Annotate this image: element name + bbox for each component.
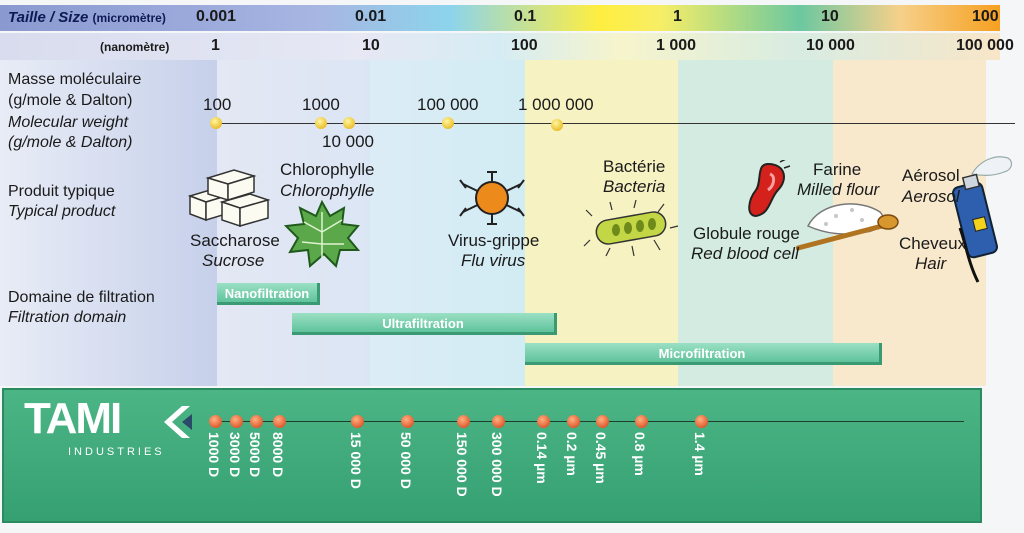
rating-dot-0	[209, 415, 222, 428]
sugar-cubes-icon	[188, 169, 271, 228]
flour-spoon-icon	[796, 203, 899, 251]
product-label-fr: Produit typique	[8, 183, 115, 200]
domain-label-fr: Domaine de filtration	[8, 289, 155, 306]
brand-chevron-icon	[164, 406, 192, 438]
bacteria-icon	[583, 200, 679, 257]
chlorophyll-label-en: Chlorophylle	[280, 181, 375, 200]
leaf-icon	[284, 199, 361, 268]
mw-label-fr-2: (g/mole & Dalton)	[8, 92, 133, 109]
mw-label-100: 100	[203, 95, 232, 114]
aerosol-label-en: Aerosol	[902, 187, 960, 206]
sucrose-label-fr: Saccharose	[190, 231, 280, 250]
size-label: Taille / Size (micromètre)	[8, 9, 166, 26]
mw-label-1000: 1000	[302, 95, 340, 114]
band-green	[678, 60, 833, 386]
microfiltration-bar: Microfiltration	[525, 343, 882, 365]
micro-tick-2: 0.1	[514, 8, 537, 25]
flour-label-en: Milled flour	[797, 180, 880, 199]
blood-cell-label-fr: Globule rouge	[693, 224, 800, 243]
rating-axis-line	[212, 421, 964, 422]
rating-label-1-4um: 1.4 µm	[692, 432, 708, 476]
hair-label-en: Hair	[915, 254, 947, 273]
rating-dot-4	[351, 415, 364, 428]
virus-label-fr: Virus-grippe	[448, 231, 540, 250]
virus-icon	[459, 171, 525, 225]
micro-tick-0: 0.001	[196, 8, 237, 25]
rating-dot-8	[537, 415, 550, 428]
rating-label-1000d: 1000 D	[206, 432, 222, 478]
rating-dot-12	[695, 415, 708, 428]
aerosol-can-icon	[952, 156, 1013, 259]
rating-label-150000d: 150 000 D	[454, 432, 470, 497]
mw-label-100000: 100 000	[417, 95, 479, 114]
rating-label-50000d: 50 000 D	[398, 432, 414, 489]
mw-label-en-2: (g/mole & Dalton)	[8, 134, 133, 151]
rating-dot-11	[635, 415, 648, 428]
nano-tick-4: 10 000	[806, 37, 855, 54]
rating-label-3000d: 3000 D	[227, 432, 243, 478]
virus-label-en: Flu virus	[461, 251, 526, 270]
nanometer-scale-bar	[0, 33, 1000, 60]
mw-label-fr-1: Masse moléculaire	[8, 71, 142, 88]
rating-dot-3	[273, 415, 286, 428]
rating-label-0-14um: 0.14 µm	[534, 432, 550, 484]
nanometer-label: (nanomètre)	[100, 40, 170, 54]
mw-label-10000: 10 000	[322, 132, 374, 151]
rating-label-15000d: 15 000 D	[348, 432, 364, 489]
red-blood-cell-icon	[748, 160, 791, 218]
rating-label-5000d: 5000 D	[247, 432, 263, 478]
sucrose-label-en: Sucrose	[202, 251, 265, 270]
micro-tick-5: 100	[972, 8, 999, 25]
nano-tick-2: 100	[511, 37, 538, 54]
rating-label-0-2um: 0.2 µm	[564, 432, 580, 476]
rating-dot-9	[567, 415, 580, 428]
mw-axis-line	[215, 123, 1015, 124]
mw-dot-10000	[343, 117, 355, 129]
mw-dot-100	[210, 117, 222, 129]
micrometer-scale-bar	[0, 5, 1000, 31]
mw-dot-1000000	[551, 119, 563, 131]
mw-label-1000000: 1 000 000	[518, 95, 594, 114]
bacteria-label-en: Bacteria	[603, 177, 666, 196]
rating-dot-1	[230, 415, 243, 428]
rating-dot-2	[250, 415, 263, 428]
brand-logo: TAMI	[24, 394, 122, 443]
tami-rating-panel	[2, 388, 982, 523]
rating-dot-10	[596, 415, 609, 428]
blood-cell-label-en: Red blood cell	[691, 244, 799, 263]
nano-tick-0: 1	[211, 37, 220, 54]
product-label-en: Typical product	[8, 203, 116, 220]
hair-label-fr: Cheveux	[899, 234, 967, 253]
flour-label-fr: Farine	[813, 160, 862, 179]
rating-label-300000d: 300 000 D	[489, 432, 505, 497]
rating-label-0-8um: 0.8 µm	[632, 432, 648, 476]
ultrafiltration-bar: Ultrafiltration	[292, 313, 557, 335]
nanofiltration-bar: Nanofiltration	[217, 283, 320, 305]
nano-tick-3: 1 000	[656, 37, 697, 54]
micro-tick-3: 1	[673, 8, 682, 25]
brand-subtitle: INDUSTRIES	[68, 446, 165, 458]
nano-tick-5: 100 000	[956, 37, 1014, 54]
aerosol-label-fr: Aérosol	[902, 166, 960, 185]
mw-label-en-1: Molecular weight	[8, 114, 129, 131]
rating-label-0-45um: 0.45 µm	[593, 432, 609, 484]
hair-icon	[958, 227, 980, 283]
chlorophyll-label-fr: Chlorophylle	[280, 160, 375, 179]
mw-dot-100000	[442, 117, 454, 129]
rating-dot-6	[457, 415, 470, 428]
domain-label-en: Filtration domain	[8, 309, 127, 326]
rating-dot-5	[401, 415, 414, 428]
micro-tick-1: 0.01	[355, 8, 387, 25]
bacteria-label-fr: Bactérie	[603, 157, 666, 176]
band-blue	[0, 60, 217, 386]
rating-label-8000d: 8000 D	[270, 432, 286, 478]
micro-tick-4: 10	[821, 8, 839, 25]
rating-dot-7	[492, 415, 505, 428]
nano-tick-1: 10	[362, 37, 380, 54]
mw-dot-1000	[315, 117, 327, 129]
